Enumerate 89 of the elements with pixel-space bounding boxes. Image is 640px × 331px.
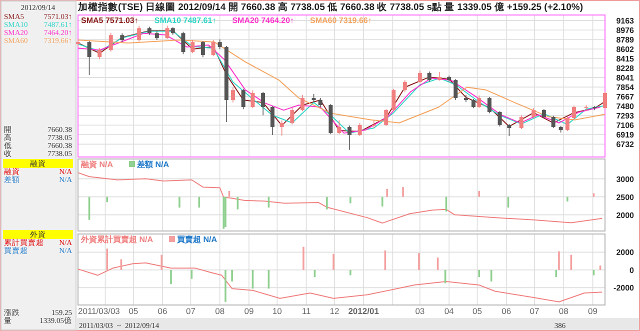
candlestick [358,122,362,137]
y-tick-label: 8789 [616,35,635,44]
candlestick [454,78,458,100]
candlestick [372,120,376,128]
y-tick-label: 7293 [616,112,635,121]
candlestick [471,98,476,109]
y-tick-label: 6919 [616,130,635,140]
x-tick-label: 11 [302,306,311,316]
candlestick [280,120,284,136]
y-tick-label: 8041 [616,74,635,83]
x-tick-label: 2011/03/03 [78,306,120,316]
candlestick [218,39,222,50]
y-tick-label: 7480 [616,102,635,112]
candlestick [87,40,92,76]
x-tick-label: 09 [244,306,254,316]
x-tick-label: 12 [330,306,340,316]
series-label: SMA10 7487.61↑ [154,16,216,25]
y-tick-label: 8415 [616,54,635,64]
candlestick [427,71,432,82]
x-tick-label: 08 [558,306,569,316]
candlestick [290,107,294,125]
x-tick-label: 07 [530,306,540,316]
y-tick-label: 7106 [616,121,635,130]
candlestick [565,116,570,132]
y-tick-label: 0 [630,266,635,275]
candlestick [190,40,195,54]
candlestick [181,31,186,55]
y-tick-label: 8228 [616,64,635,74]
candlestick [211,40,216,57]
x-tick-label: 09 [588,306,598,316]
x-tick-label: 07 [186,306,196,316]
line-series [78,39,606,124]
line-series [78,172,603,224]
candlestick [337,120,342,134]
x-tick-label: 03 [415,306,425,316]
y-tick-label: 2000 [616,210,635,220]
y-tick-label: 3000 [616,174,635,184]
candlestick [318,98,322,108]
candlestick [418,70,422,84]
x-tick-label: 06 [502,306,512,316]
series-label: SMA5 7571.03↑ [81,16,138,25]
candlestick [507,124,512,136]
candlestick [108,32,113,52]
y-tick-label: 8976 [616,26,635,35]
candlestick [532,108,536,119]
x-tick-label: 05 [472,306,482,316]
candlestick [402,80,407,92]
candlestick [572,105,576,120]
x-tick-label: 10 [272,306,282,316]
candlestick [137,25,142,42]
x-tick-label: 08 [215,306,225,316]
candlestick [270,106,274,136]
y-tick-label: 2000 [616,248,635,258]
y-tick-label: 7854 [616,83,635,92]
y-tick-label: 2500 [616,192,635,202]
y-tick-label: 7667 [616,92,635,102]
candlestick [250,90,255,109]
x-tick-label: 04 [444,306,454,316]
text: SMA60 7319.66↑ [310,16,372,25]
x-tick-label: 05 [128,306,138,316]
candlestick [498,110,502,127]
candlestick [392,88,396,112]
y-tick-label: 9163 [616,16,635,26]
candlestick [347,125,352,150]
y-tick-label: 8602 [616,45,635,54]
candlestick [551,115,556,128]
series-label: 融資 N/A [81,160,114,169]
candlestick [384,108,388,126]
line-series [78,262,603,302]
candlestick [165,25,170,40]
text: 外資累計買賣超 N/A [80,235,154,244]
x-tick-label: 06 [158,306,168,316]
candlestick [98,48,102,60]
candlestick [519,114,524,130]
candlestick [300,94,305,112]
chart-title: 加權指數(TSE) 日線圖 2012/09/14 開 7660.38 高 7738.05 低 7660.38 收 7738.05 s點 量 1339.05 億 +159.25 (+2.10%) [77,1,583,13]
y-tick-label: 6732 [616,140,635,150]
legend-label: 差額 N/A [136,160,170,169]
candlestick [241,88,246,110]
candlestick [487,96,492,114]
candlestick [231,86,235,103]
candlestick [477,95,482,109]
candlestick [200,40,205,58]
candlestick [261,91,266,116]
text: SMA20 7464.20↑ [232,16,294,25]
y-tick-label: -2000 [614,284,635,293]
legend-label: 買賣超 N/A [176,235,218,244]
candlestick [603,91,607,110]
x-tick-label: 2012/01 [348,306,380,316]
